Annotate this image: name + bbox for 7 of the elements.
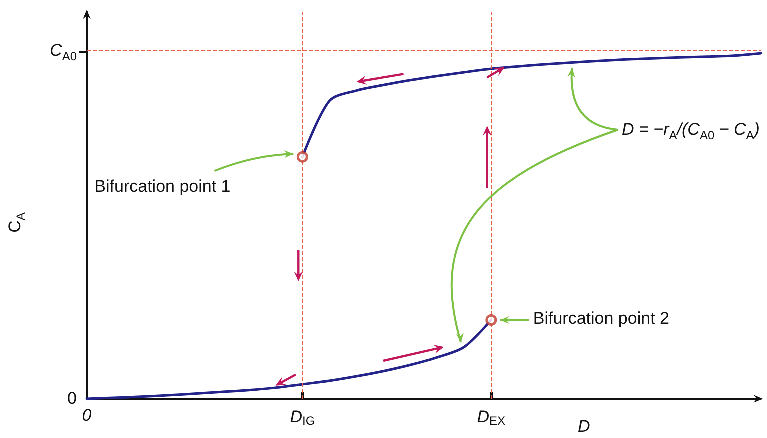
text: 0 xyxy=(68,389,77,409)
text: C$_{A0}$ xyxy=(50,41,77,66)
x-tick-label: 0 xyxy=(82,406,92,425)
annotation: Bifurcation point 1 xyxy=(94,177,231,198)
annotation: D = −r$_{A}$/(C$_{A0}$ − C$_{A}$) xyxy=(622,120,760,144)
x-axis-title: D xyxy=(578,417,590,437)
annotation: Bifurcation point 2 xyxy=(533,309,670,330)
